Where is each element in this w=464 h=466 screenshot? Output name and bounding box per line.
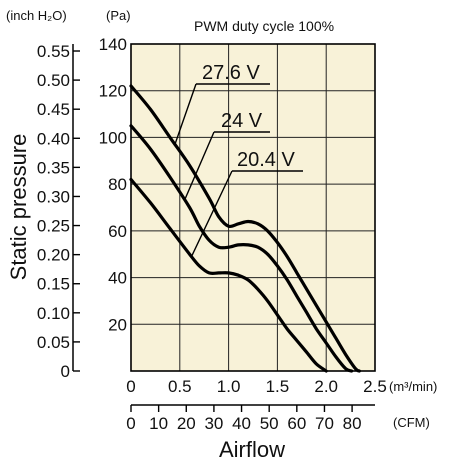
pa-tick-label: 40	[108, 269, 127, 288]
series-label-leader-20-4v	[190, 170, 233, 257]
inch-tick-label: 0	[61, 362, 70, 381]
inch-tick-label: 0.15	[37, 275, 70, 294]
pa-tick-label: 20	[108, 315, 127, 334]
inch-tick-label: 0.40	[37, 129, 70, 148]
inch-tick-label: 0.50	[37, 71, 70, 90]
x-primary-tick-label: 2.5	[363, 377, 387, 396]
series-label-24v: 24 V	[221, 110, 263, 132]
plot-border	[130, 43, 376, 372]
x-axis-title: Airflow	[219, 437, 285, 462]
x-secondary-axis-ticks: 0 10 20 30 40 50 60 70 80	[126, 405, 362, 433]
inch-tick-label: 0.55	[37, 42, 70, 61]
pa-tick-label: 80	[108, 175, 127, 194]
inch-tick-label: 0.35	[37, 158, 70, 177]
x-primary-tick-label: 0	[126, 377, 135, 396]
y-unit-right: (Pa)	[106, 8, 131, 23]
pa-tick-label: 140	[99, 35, 127, 54]
x-unit-secondary: (CFM)	[393, 415, 430, 430]
series-line-20-4v	[129, 177, 328, 373]
pa-tick-label: 60	[108, 222, 127, 241]
x-secondary-tick-label: 50	[260, 414, 279, 433]
inch-tick-label: 0.10	[37, 304, 70, 323]
series-line-24v	[129, 124, 354, 373]
x-secondary-tick-label: 30	[204, 414, 223, 433]
plot-area	[131, 44, 375, 371]
x-unit-primary: (m³/min)	[389, 379, 437, 394]
inch-axis-ticks: 0 0.05 0.10 0.15 0.20 0.25 0.30 0.35 0.40 0.45 0.5…	[37, 42, 80, 381]
x-secondary-tick-label: 60	[287, 414, 306, 433]
x-primary-tick-label: 1.0	[217, 377, 241, 396]
y-axis-title: Static pressure	[6, 134, 31, 281]
x-secondary-tick-label: 80	[343, 414, 362, 433]
x-primary-tick-label: 1.5	[266, 377, 290, 396]
series-label-27-6v: 27.6 V	[202, 62, 260, 84]
x-primary-axis-ticks: 0 0.5 1.0 1.5 2.0 2.5	[126, 377, 387, 396]
x-secondary-tick-label: 40	[232, 414, 251, 433]
inch-tick-label: 0.30	[37, 187, 70, 206]
x-secondary-tick-label: 10	[149, 414, 168, 433]
series-label-leader-24v	[184, 131, 215, 201]
x-primary-tick-label: 0.5	[168, 377, 192, 396]
inch-tick-label: 0.45	[37, 100, 70, 119]
pa-axis-ticks: 20 40 60 80 100 120 140	[99, 35, 127, 334]
inch-tick-label: 0.20	[37, 246, 70, 265]
x-secondary-tick-label: 20	[177, 414, 196, 433]
y-unit-left: (inch H₂O)	[6, 8, 67, 23]
x-primary-tick-label: 2.0	[314, 377, 338, 396]
pa-tick-label: 100	[99, 128, 127, 147]
inch-tick-label: 0.25	[37, 217, 70, 236]
series-label-20-4v: 20.4 V	[237, 149, 295, 171]
x-secondary-tick-label: 0	[126, 414, 135, 433]
pa-tick-label: 120	[99, 82, 127, 101]
x-secondary-tick-label: 70	[315, 414, 334, 433]
chart-title: PWM duty cycle 100%	[194, 18, 334, 34]
series-labels: 27.6 V 24 V 20.4 V	[174, 62, 303, 257]
inch-tick-label: 0.05	[37, 333, 70, 352]
series-label-leader-27-6v	[174, 83, 197, 145]
